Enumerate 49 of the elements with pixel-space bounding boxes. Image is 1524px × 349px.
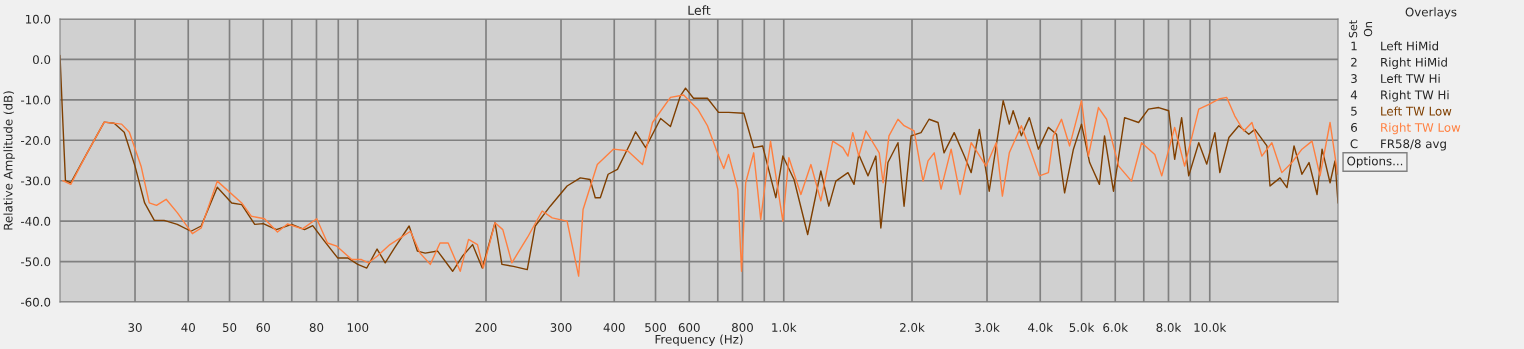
text: Set	[1348, 20, 1358, 38]
text: C	[1350, 139, 1358, 149]
x-tick-label: 1.0k	[772, 322, 797, 332]
y-tick-label: -60.0	[21, 297, 51, 307]
x-tick-label: 500	[645, 323, 666, 332]
x-tick-label: 4.0k	[1028, 322, 1054, 332]
text: 3	[1351, 74, 1357, 84]
x-tick-label: 400	[603, 323, 625, 332]
text: Right TW Hi	[1381, 90, 1449, 102]
x-tick-label: 40	[181, 323, 195, 332]
text: 6	[1351, 123, 1358, 132]
x-tick-label: 2.0k	[900, 322, 925, 332]
text: 5	[1351, 106, 1357, 116]
x-tick-label: 60	[256, 323, 270, 332]
y-tick-label: -10.0	[21, 95, 51, 105]
y-tick-label: -50.0	[21, 257, 51, 267]
text: 1	[1351, 41, 1357, 51]
x-tick-label: 8.0k	[1156, 322, 1182, 332]
y-tick-label: 10.0	[25, 14, 51, 24]
x-tick-label: 30	[128, 323, 142, 332]
x-tick-label: 80	[309, 323, 324, 332]
text: Overlays	[1405, 7, 1457, 19]
x-tick-label: 800	[732, 323, 753, 332]
y-axis-title: Relative Amplitude (dB)	[3, 91, 15, 230]
text: Right TW Low	[1381, 122, 1461, 135]
x-tick-label: 50	[222, 323, 237, 332]
text: 4	[1350, 90, 1358, 100]
x-tick-label: 300	[550, 323, 572, 332]
x-tick-label: 100	[347, 323, 369, 332]
chart-title: Left	[688, 5, 711, 16]
x-axis-title: Frequency (Hz)	[655, 334, 743, 346]
y-tick-label: -40.0	[21, 216, 51, 226]
text: Right HiMid	[1381, 57, 1447, 70]
text: On	[1363, 22, 1373, 37]
y-tick-label: -20.0	[21, 136, 51, 145]
x-tick-label: 200	[475, 323, 497, 332]
text: Left TW Low	[1381, 106, 1452, 116]
x-tick-label: 3.0k	[975, 322, 1000, 332]
y-tick-label: -30.0	[21, 176, 51, 186]
text: Left HiMid	[1381, 41, 1439, 51]
x-tick-label: 10.0k	[1194, 322, 1227, 332]
text: 2	[1351, 57, 1357, 67]
x-tick-label: 600	[678, 323, 700, 332]
x-tick-label: 6.0k	[1103, 322, 1129, 332]
text: Left TW Hi	[1381, 73, 1440, 84]
y-tick-label: 0.0	[32, 55, 51, 65]
text: FR58/8 avg	[1381, 139, 1446, 151]
x-tick-label: 5.0k	[1069, 322, 1095, 332]
text: Options...	[1347, 156, 1403, 168]
